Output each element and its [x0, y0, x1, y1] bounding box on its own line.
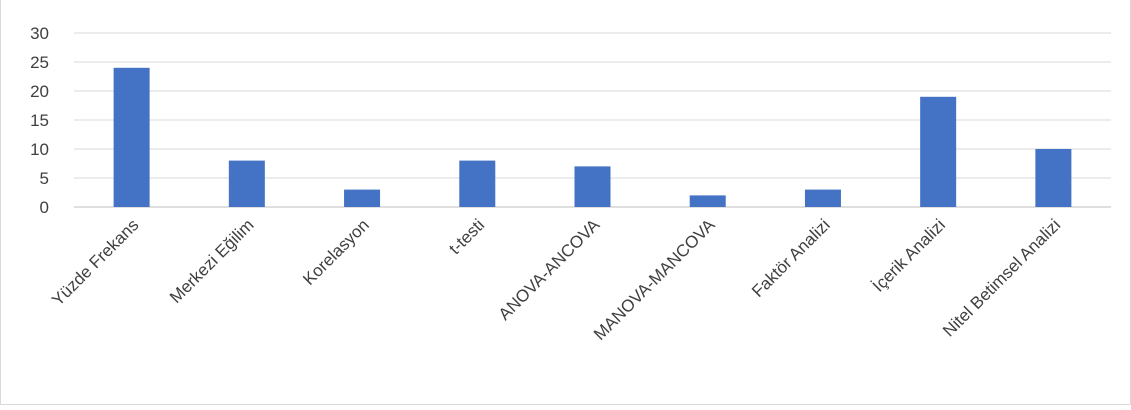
x-tick-label: ANOVA-ANCOVA	[495, 215, 604, 324]
x-tick-label: Faktör Analizi	[748, 215, 834, 301]
bar	[344, 189, 381, 207]
x-tick-label: Merkezi Eğilim	[166, 215, 258, 307]
bar	[1035, 149, 1072, 207]
y-tick-label: 30	[30, 24, 49, 43]
bar	[228, 160, 265, 207]
x-tick-label: İçerik Analizi	[869, 215, 949, 295]
bars	[113, 67, 1072, 207]
x-tick-label: MANOVA-MANCOVA	[590, 215, 719, 344]
y-tick-label: 25	[30, 53, 49, 72]
x-axis-tick-labels: Yüzde Frekans Merkezi Eğilim Korelasyon t-t…	[48, 215, 1064, 344]
bar	[920, 96, 957, 207]
bar	[574, 166, 611, 207]
bar	[113, 67, 150, 207]
y-tick-label: 10	[30, 140, 49, 159]
y-tick-label: 5	[40, 169, 49, 188]
x-tick-label: t-testi	[445, 215, 488, 258]
y-axis-tick-labels: 0 5 10 15 20 25 30	[30, 24, 49, 217]
bar	[689, 195, 726, 207]
x-tick-label: Yüzde Frekans	[48, 215, 142, 309]
bar	[804, 189, 841, 207]
y-tick-label: 15	[30, 111, 49, 130]
x-tick-label: Nitel Betimsel Analizi	[939, 215, 1064, 340]
y-tick-label: 0	[40, 198, 49, 217]
y-tick-label: 20	[30, 82, 49, 101]
bar	[459, 160, 496, 207]
x-tick-label: Korelasyon	[299, 215, 373, 289]
